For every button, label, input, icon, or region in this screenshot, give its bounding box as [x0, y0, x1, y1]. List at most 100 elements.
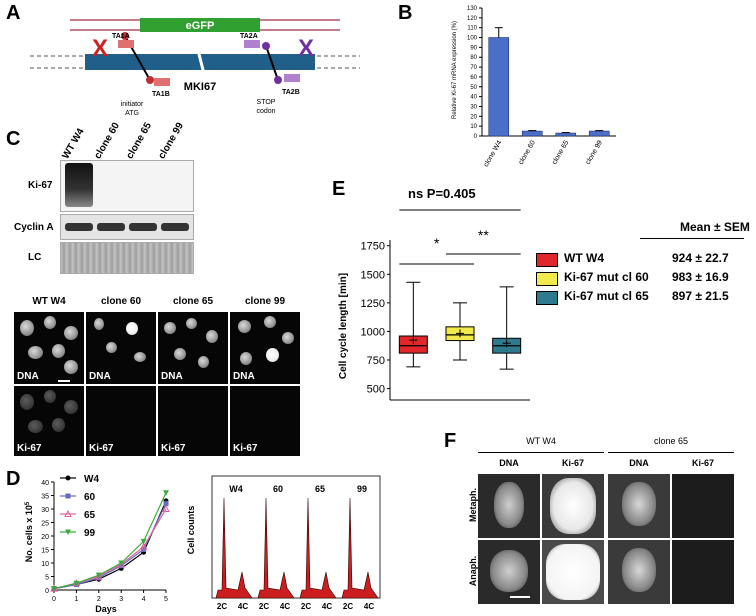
- legend-label: 60: [84, 492, 96, 503]
- y-tick-label: 30: [470, 104, 477, 110]
- legend-marker: [65, 493, 71, 499]
- cyclin-a-band: [129, 223, 157, 231]
- cyclin-a-band: [65, 223, 93, 231]
- panel-letter-c: C: [6, 128, 21, 150]
- y-tick-label: 1250: [361, 298, 385, 310]
- legend-swatch: [536, 272, 558, 286]
- panel-letter-d: D: [6, 468, 21, 490]
- histogram-x-label: 4C: [280, 602, 290, 611]
- ki67-band: [65, 163, 93, 207]
- micro-label: DNA: [233, 371, 255, 382]
- data-point-60: [163, 501, 169, 507]
- mrna-y-axis-label: Relative Ki-67 mRNA expression (%): [452, 21, 458, 119]
- lane-header: WT W4: [60, 126, 87, 161]
- panel-letter-f: F: [444, 430, 457, 452]
- blot-row-label: Cyclin A: [14, 222, 54, 233]
- blot-row-label: Ki-67: [28, 180, 53, 191]
- f-anaph-65-ki67: [672, 540, 734, 604]
- col-head: DNA: [499, 458, 519, 468]
- histogram-sample-label: 99: [357, 484, 367, 494]
- y-tick-label: 1500: [361, 269, 385, 281]
- ta2a-label: TA2A: [240, 33, 258, 40]
- significance-star: *: [434, 235, 440, 251]
- histogram-sample-label: W4: [229, 484, 243, 494]
- legend-marker: [65, 475, 71, 481]
- y-tick-label: 35: [41, 494, 49, 501]
- lane-header: clone 99: [156, 120, 187, 161]
- scale-bar: [510, 596, 530, 598]
- legend-label: Ki-67 mut cl 65: [564, 289, 649, 303]
- f-anaph-wt-ki67: [542, 540, 604, 604]
- panel-letter-b: B: [398, 2, 413, 24]
- row-label-wrap: Metaph.: [466, 476, 478, 540]
- f-metaph-wt-ki67: [542, 474, 604, 538]
- cell-cycle-boxplot: Cell cycle length [min] * ** 500750100012…: [338, 209, 530, 401]
- histogram-60: [257, 497, 295, 599]
- blot-ki67-band-panel: [60, 160, 194, 212]
- micro-ki67-65: Ki-67: [158, 386, 228, 456]
- talen-arm: [265, 45, 279, 81]
- micro-label: Ki-67: [17, 443, 42, 454]
- y-tick-label: 0: [45, 588, 49, 595]
- y-tick-label: 30: [41, 507, 49, 514]
- histogram-x-label: 2C: [301, 602, 311, 611]
- y-tick-label: 1750: [361, 241, 385, 253]
- y-tick-label: 25: [41, 521, 49, 528]
- micro-label: DNA: [89, 371, 111, 382]
- ta1b-label: TA1B: [152, 91, 170, 98]
- bar-clone-W4: [488, 37, 510, 137]
- histogram-65: [299, 497, 337, 599]
- y-tick-label: 1000: [361, 326, 385, 338]
- histogram-99: [341, 497, 379, 599]
- legend-marker: [64, 509, 72, 517]
- blot-cyclin-a-panel: [60, 214, 194, 240]
- talen-head: [274, 76, 282, 84]
- significance-star: **: [478, 227, 489, 243]
- y-tick-label: 500: [367, 384, 385, 396]
- histogram-y-axis-label: Cell counts: [186, 506, 196, 555]
- y-tick-label: 0: [474, 134, 478, 140]
- data-point-99: [95, 572, 102, 579]
- blot-loading-control-panel: [60, 242, 194, 274]
- legend-label: 99: [84, 528, 96, 539]
- data-point-99: [163, 490, 169, 496]
- panel-letter-a: A: [6, 2, 21, 24]
- group-underline: [478, 452, 604, 453]
- micro-dna-99: DNA: [230, 312, 300, 384]
- egfp-label: eGFP: [186, 20, 215, 32]
- series-line-65: [53, 508, 167, 590]
- col-head: DNA: [629, 458, 649, 468]
- data-point-65: [162, 504, 170, 512]
- micro-column-head: clone 60: [100, 296, 142, 307]
- data-point-99: [118, 560, 125, 566]
- mrna-bar-chart: Relative Ki-67 mRNA expression (%) 0 10 20…: [452, 6, 616, 168]
- targeting-schematic: eGFP MKI67 X X TA1A TA1B initiator ATG T…: [30, 18, 360, 117]
- bar-clone-99: [588, 130, 610, 137]
- y-tick-label: 120: [467, 16, 478, 22]
- stop-label: STOP: [257, 99, 276, 106]
- legend-value: 924 ± 22.7: [672, 251, 729, 265]
- cell-count-histograms: Cell counts W4 2C 4C 60 2C 4C 65 2C 4C 99 2C 4C: [186, 475, 381, 611]
- micro-label: Ki-67: [89, 443, 114, 454]
- f-anaph-65-dna: [608, 540, 670, 604]
- y-tick-label: 100: [467, 36, 478, 42]
- histogram-sample-label: 60: [273, 484, 283, 494]
- x-tick-label: 1: [74, 596, 78, 603]
- legend-row: WT W4 924 ± 22.7: [536, 250, 756, 268]
- legend-swatch: [536, 291, 558, 305]
- bar-clone-65: [555, 132, 577, 137]
- micro-column-head: clone 99: [244, 296, 286, 307]
- micro-dna-60: DNA: [86, 312, 156, 384]
- legend-label: 65: [84, 510, 96, 521]
- histogram-x-label: 2C: [217, 602, 227, 611]
- data-point-99: [73, 580, 80, 587]
- row-label: Metaph.: [468, 488, 478, 523]
- atg-label: ATG: [125, 110, 139, 117]
- break-mark: [196, 49, 206, 75]
- legend-row: Ki-67 mut cl 60 983 ± 16.9: [536, 269, 756, 287]
- y-tick-label: 15: [41, 548, 49, 555]
- x-mark-left: X: [92, 35, 108, 62]
- y-tick-label: 10: [41, 561, 49, 568]
- f-anaph-wt-dna: [478, 540, 540, 604]
